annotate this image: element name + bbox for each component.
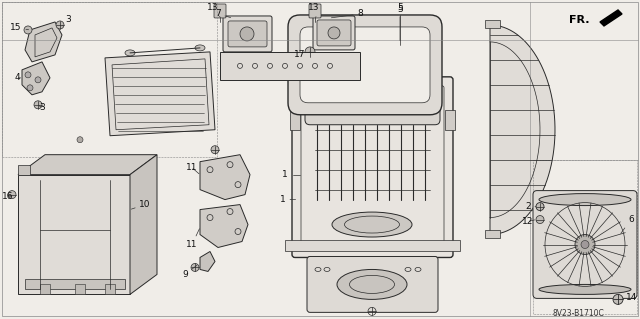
- Bar: [75, 285, 85, 294]
- Circle shape: [581, 241, 589, 249]
- Text: 13: 13: [207, 4, 220, 17]
- Polygon shape: [105, 52, 215, 136]
- Circle shape: [77, 137, 83, 143]
- Text: 11: 11: [186, 229, 200, 249]
- Text: 12: 12: [522, 217, 534, 226]
- Text: 10: 10: [131, 200, 151, 209]
- Circle shape: [613, 294, 623, 304]
- FancyBboxPatch shape: [223, 16, 272, 52]
- Circle shape: [575, 234, 595, 255]
- Circle shape: [35, 77, 41, 83]
- Text: 14: 14: [622, 293, 637, 302]
- Circle shape: [8, 191, 16, 199]
- Circle shape: [328, 27, 340, 39]
- Polygon shape: [25, 22, 62, 62]
- Polygon shape: [200, 251, 215, 271]
- FancyBboxPatch shape: [300, 27, 430, 103]
- Text: 15: 15: [10, 23, 29, 33]
- Text: 5: 5: [397, 5, 403, 14]
- Text: 9: 9: [182, 265, 197, 279]
- Polygon shape: [18, 165, 30, 174]
- Circle shape: [34, 101, 42, 109]
- Circle shape: [240, 27, 254, 41]
- Bar: [445, 110, 455, 130]
- Ellipse shape: [195, 45, 205, 51]
- Bar: [2, 2, 217, 157]
- Polygon shape: [490, 25, 555, 234]
- Circle shape: [536, 203, 544, 211]
- Bar: [485, 20, 500, 28]
- Text: 8: 8: [332, 10, 363, 19]
- Text: 1: 1: [282, 170, 288, 179]
- Text: 17: 17: [294, 50, 310, 59]
- Text: 6: 6: [621, 215, 634, 234]
- Polygon shape: [600, 10, 622, 26]
- Text: FR.: FR.: [570, 15, 590, 25]
- Ellipse shape: [539, 194, 631, 205]
- Text: 13: 13: [308, 4, 320, 17]
- Circle shape: [305, 47, 315, 57]
- Bar: [533, 160, 637, 314]
- Text: 7: 7: [215, 10, 230, 19]
- Circle shape: [211, 146, 219, 154]
- Polygon shape: [18, 155, 157, 174]
- Text: 3: 3: [39, 103, 45, 112]
- Text: 3: 3: [62, 15, 71, 26]
- Bar: [105, 285, 115, 294]
- FancyBboxPatch shape: [309, 4, 321, 18]
- Bar: [485, 230, 500, 238]
- Circle shape: [191, 263, 199, 271]
- Text: 16: 16: [3, 192, 13, 201]
- Text: 2: 2: [525, 202, 536, 211]
- Circle shape: [27, 85, 33, 91]
- Polygon shape: [25, 279, 125, 289]
- FancyBboxPatch shape: [307, 256, 438, 312]
- Bar: [40, 285, 50, 294]
- Bar: [290, 110, 300, 130]
- Circle shape: [536, 216, 544, 224]
- Bar: [220, 52, 360, 80]
- Polygon shape: [200, 155, 250, 200]
- Circle shape: [25, 72, 31, 78]
- FancyBboxPatch shape: [288, 15, 442, 115]
- FancyBboxPatch shape: [214, 4, 226, 18]
- FancyBboxPatch shape: [305, 80, 440, 125]
- Ellipse shape: [539, 285, 631, 294]
- Bar: [285, 240, 460, 251]
- FancyBboxPatch shape: [292, 77, 453, 257]
- Text: 11: 11: [186, 163, 199, 174]
- Polygon shape: [18, 174, 130, 294]
- Ellipse shape: [337, 270, 407, 300]
- Ellipse shape: [125, 50, 135, 56]
- Text: 4: 4: [14, 73, 20, 82]
- Text: 5: 5: [397, 4, 403, 41]
- Circle shape: [56, 21, 64, 29]
- FancyBboxPatch shape: [228, 21, 267, 47]
- Ellipse shape: [332, 212, 412, 237]
- Circle shape: [24, 26, 32, 34]
- FancyBboxPatch shape: [533, 191, 637, 298]
- Text: 8V23-B1710C: 8V23-B1710C: [552, 309, 604, 318]
- Text: 1: 1: [280, 195, 296, 204]
- Polygon shape: [200, 204, 248, 248]
- Polygon shape: [130, 155, 157, 294]
- Polygon shape: [22, 62, 50, 95]
- FancyBboxPatch shape: [313, 16, 355, 50]
- FancyBboxPatch shape: [317, 20, 351, 46]
